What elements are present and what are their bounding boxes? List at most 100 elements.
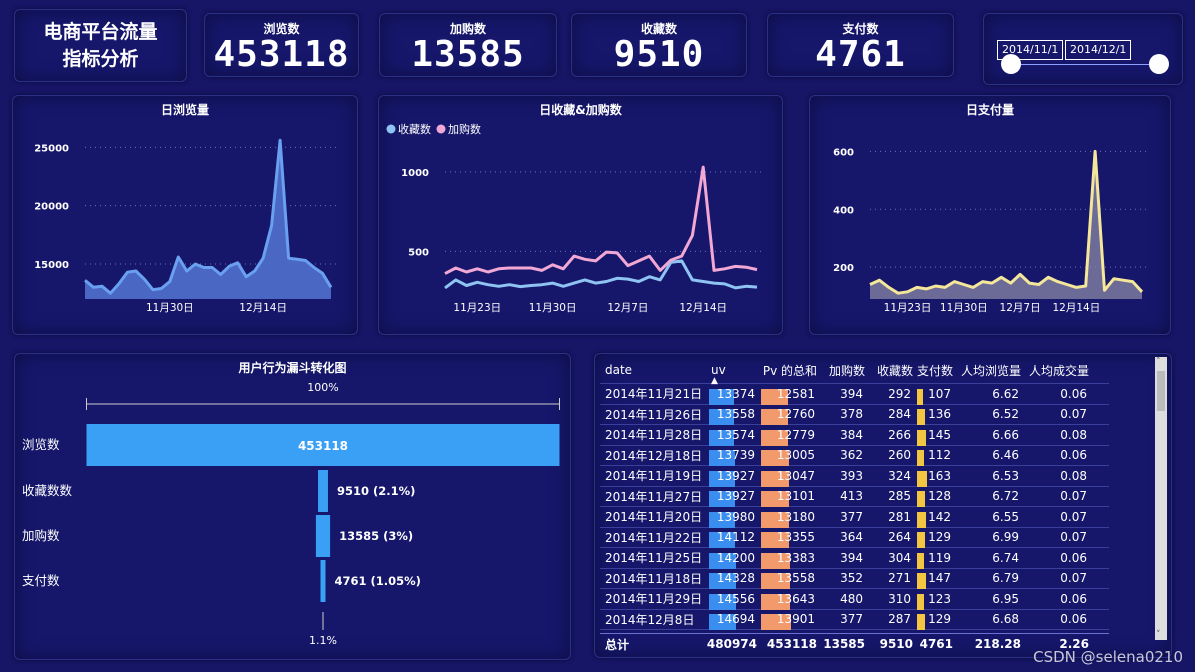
column-header[interactable]: Pv 的总和 bbox=[762, 363, 817, 378]
table-row[interactable]: 2014年11月27日 13927 13101 413 285 128 6.72 0.07 bbox=[600, 485, 1109, 508]
table-cell: 384 bbox=[817, 428, 865, 442]
y-tick-label: 15000 bbox=[34, 260, 69, 271]
funnel-category-label: 支付数 bbox=[22, 573, 60, 588]
table-row[interactable]: 2014年11月20日 13980 13180 377 281 142 6.55 0.07 bbox=[600, 506, 1109, 528]
column-header[interactable]: 支付数 bbox=[916, 363, 953, 378]
table-row[interactable]: 2014年12月8日 14694 13901 377 287 129 6.68 0.06 bbox=[600, 608, 1109, 631]
column-header[interactable]: date bbox=[605, 363, 633, 377]
table-row[interactable]: 2014年12月5日14736138644043371316.870.06 bbox=[600, 629, 1109, 632]
table-cell: 287 bbox=[865, 612, 913, 626]
data-bar bbox=[917, 573, 926, 590]
x-tick-label: 11月30日 bbox=[940, 302, 988, 314]
cell-value: 2014年11月18日 bbox=[605, 571, 703, 586]
table-row[interactable]: 2014年11月26日 13558 12760 378 284 136 6.52 0.07 bbox=[600, 403, 1109, 426]
table-cell: 377 bbox=[817, 510, 865, 524]
column-header[interactable]: 人均浏览量 bbox=[960, 363, 1021, 378]
data-table: date uv ▲ Pv 的总和 加购数 收藏数 支付数 人均浏览量 人均成交量… bbox=[600, 357, 1109, 632]
table-cell: 292 bbox=[865, 387, 913, 401]
data-bar bbox=[709, 511, 736, 528]
cell-value: 112 bbox=[928, 448, 951, 463]
table-cell: 362 bbox=[817, 448, 865, 462]
cell-value: 352 bbox=[840, 571, 863, 586]
funnel-top-label: 100% bbox=[307, 381, 338, 394]
table-cell: 0.08 bbox=[1021, 469, 1093, 483]
funnel-panel: 用户行为漏斗转化图 100% 浏览数 453118 收藏数数 9510 (2.1%) 加购… bbox=[14, 353, 571, 660]
table-cell: 6.53 bbox=[953, 469, 1021, 483]
cell-value: 163 bbox=[928, 468, 951, 483]
table-cell: 284 bbox=[865, 407, 913, 421]
x-tick-label: 12月14日 bbox=[1052, 302, 1100, 314]
total-cell: 9510 bbox=[879, 637, 913, 651]
cell-value: 13374 bbox=[716, 386, 755, 401]
table-cell: 13180 bbox=[757, 510, 817, 528]
daily-fav-cart-chart: 500 1000 11月23日 11月30日 12月7日 12月14日 收藏数 加购数 bbox=[386, 122, 765, 314]
y-tick-label: 600 bbox=[833, 147, 854, 158]
table-cell: 394 bbox=[817, 387, 865, 401]
total-cell: 2.26 bbox=[1059, 637, 1089, 651]
chart-title: 日浏览量 bbox=[160, 103, 209, 117]
table-cell: 13047 bbox=[757, 469, 817, 487]
table-row[interactable]: 2014年11月22日 14112 13355 364 264 129 6.99 0.07 bbox=[600, 526, 1109, 549]
chart-title: 日收藏&加购数 bbox=[539, 103, 622, 117]
kpi-label: 支付数 bbox=[842, 22, 879, 36]
table-row[interactable]: 2014年11月19日 13927 13047 393 324 163 6.53 0.08 bbox=[600, 465, 1109, 487]
cell-value: 6.66 bbox=[992, 427, 1019, 442]
cell-value: 6.52 bbox=[992, 407, 1019, 422]
cell-value: 6.68 bbox=[992, 612, 1019, 627]
cell-value: 394 bbox=[840, 550, 863, 565]
date-slider-end-handle[interactable] bbox=[1149, 54, 1169, 74]
table-cell: 14200 bbox=[705, 551, 757, 569]
cell-value: 2014年11月22日 bbox=[605, 530, 703, 545]
table-cell: 6.72 bbox=[953, 489, 1021, 503]
column-header-sorted[interactable]: uv ▲ bbox=[705, 363, 757, 386]
table-row[interactable]: 2014年11月21日 13374 12581 394 292 107 6.62 0.06 bbox=[600, 383, 1109, 405]
table-total-row: 总计 480974 453118 13585 9510 4761 218.28 … bbox=[600, 633, 1109, 654]
scroll-down-icon[interactable]: ˅ bbox=[1156, 630, 1161, 640]
kpi-label: 收藏数 bbox=[640, 22, 677, 36]
column-header[interactable]: 人均成交量 bbox=[1028, 363, 1089, 378]
cell-value: 0.06 bbox=[1060, 612, 1087, 627]
kpi-value: 453118 bbox=[213, 34, 350, 75]
cell-value: 281 bbox=[888, 509, 911, 524]
area-fill bbox=[870, 151, 1142, 299]
table-row[interactable]: 2014年11月25日 14200 13383 394 304 119 6.74 0.06 bbox=[600, 547, 1109, 569]
date-cell: 2014年12月18日 bbox=[600, 447, 705, 464]
total-cell: 13585 bbox=[823, 637, 865, 651]
cell-value: 2014年11月27日 bbox=[605, 489, 703, 504]
data-bar bbox=[917, 450, 924, 467]
total-label: 总计 bbox=[605, 637, 630, 652]
cell-value: 378 bbox=[840, 407, 863, 422]
total-cell: 4761 bbox=[919, 637, 953, 651]
data-bar bbox=[761, 450, 789, 467]
data-bar bbox=[761, 532, 790, 549]
cell-value: 0.06 bbox=[1060, 386, 1087, 401]
table-row[interactable]: 2014年11月29日 14556 13643 480 310 123 6.95 0.06 bbox=[600, 588, 1109, 610]
scroll-up-icon[interactable]: ˄ bbox=[1156, 357, 1161, 367]
date-slicer: 2014/11/1 2014/12/1 bbox=[983, 13, 1183, 85]
date-cell: 2014年11月27日 bbox=[600, 488, 705, 505]
data-bar bbox=[917, 491, 925, 508]
sort-ascending-icon: ▲ bbox=[711, 376, 718, 386]
date-slider-start-handle[interactable] bbox=[1001, 54, 1021, 74]
x-tick-label: 11月23日 bbox=[884, 302, 932, 314]
date-slider-track[interactable] bbox=[1012, 64, 1160, 65]
date-end-input[interactable]: 2014/12/1 bbox=[1065, 40, 1132, 60]
column-header[interactable]: 加购数 bbox=[828, 363, 865, 378]
table-row[interactable]: 2014年11月28日 13574 12779 384 266 145 6.66 0.08 bbox=[600, 424, 1109, 446]
daily-payments-chart: 200 400 600 11月23日 11月30日 12月7日 12月14日 bbox=[833, 147, 1150, 314]
scrollbar-thumb[interactable] bbox=[1157, 371, 1165, 411]
cell-value: 13901 bbox=[776, 612, 815, 627]
table-row[interactable]: 2014年12月18日 13739 13005 362 260 112 6.46 0.06 bbox=[600, 444, 1109, 467]
column-header[interactable]: 收藏数 bbox=[876, 363, 913, 378]
table-cell: 0.06 bbox=[1021, 551, 1093, 565]
table-row[interactable]: 2014年11月18日 14328 13558 352 271 147 6.79 0.07 bbox=[600, 567, 1109, 590]
table-cell: 6.62 bbox=[953, 387, 1021, 401]
table-scrollbar[interactable]: ˄ ˅ bbox=[1155, 357, 1167, 640]
date-start-input[interactable]: 2014/11/1 bbox=[997, 40, 1064, 60]
table-cell: 13101 bbox=[757, 489, 817, 508]
cell-value: 119 bbox=[928, 550, 951, 565]
date-cell: 2014年11月28日 bbox=[600, 426, 705, 443]
funnel-bar bbox=[86, 424, 560, 466]
table-cell: 0.06 bbox=[1021, 612, 1093, 626]
table-cell: 13558 bbox=[757, 571, 817, 590]
